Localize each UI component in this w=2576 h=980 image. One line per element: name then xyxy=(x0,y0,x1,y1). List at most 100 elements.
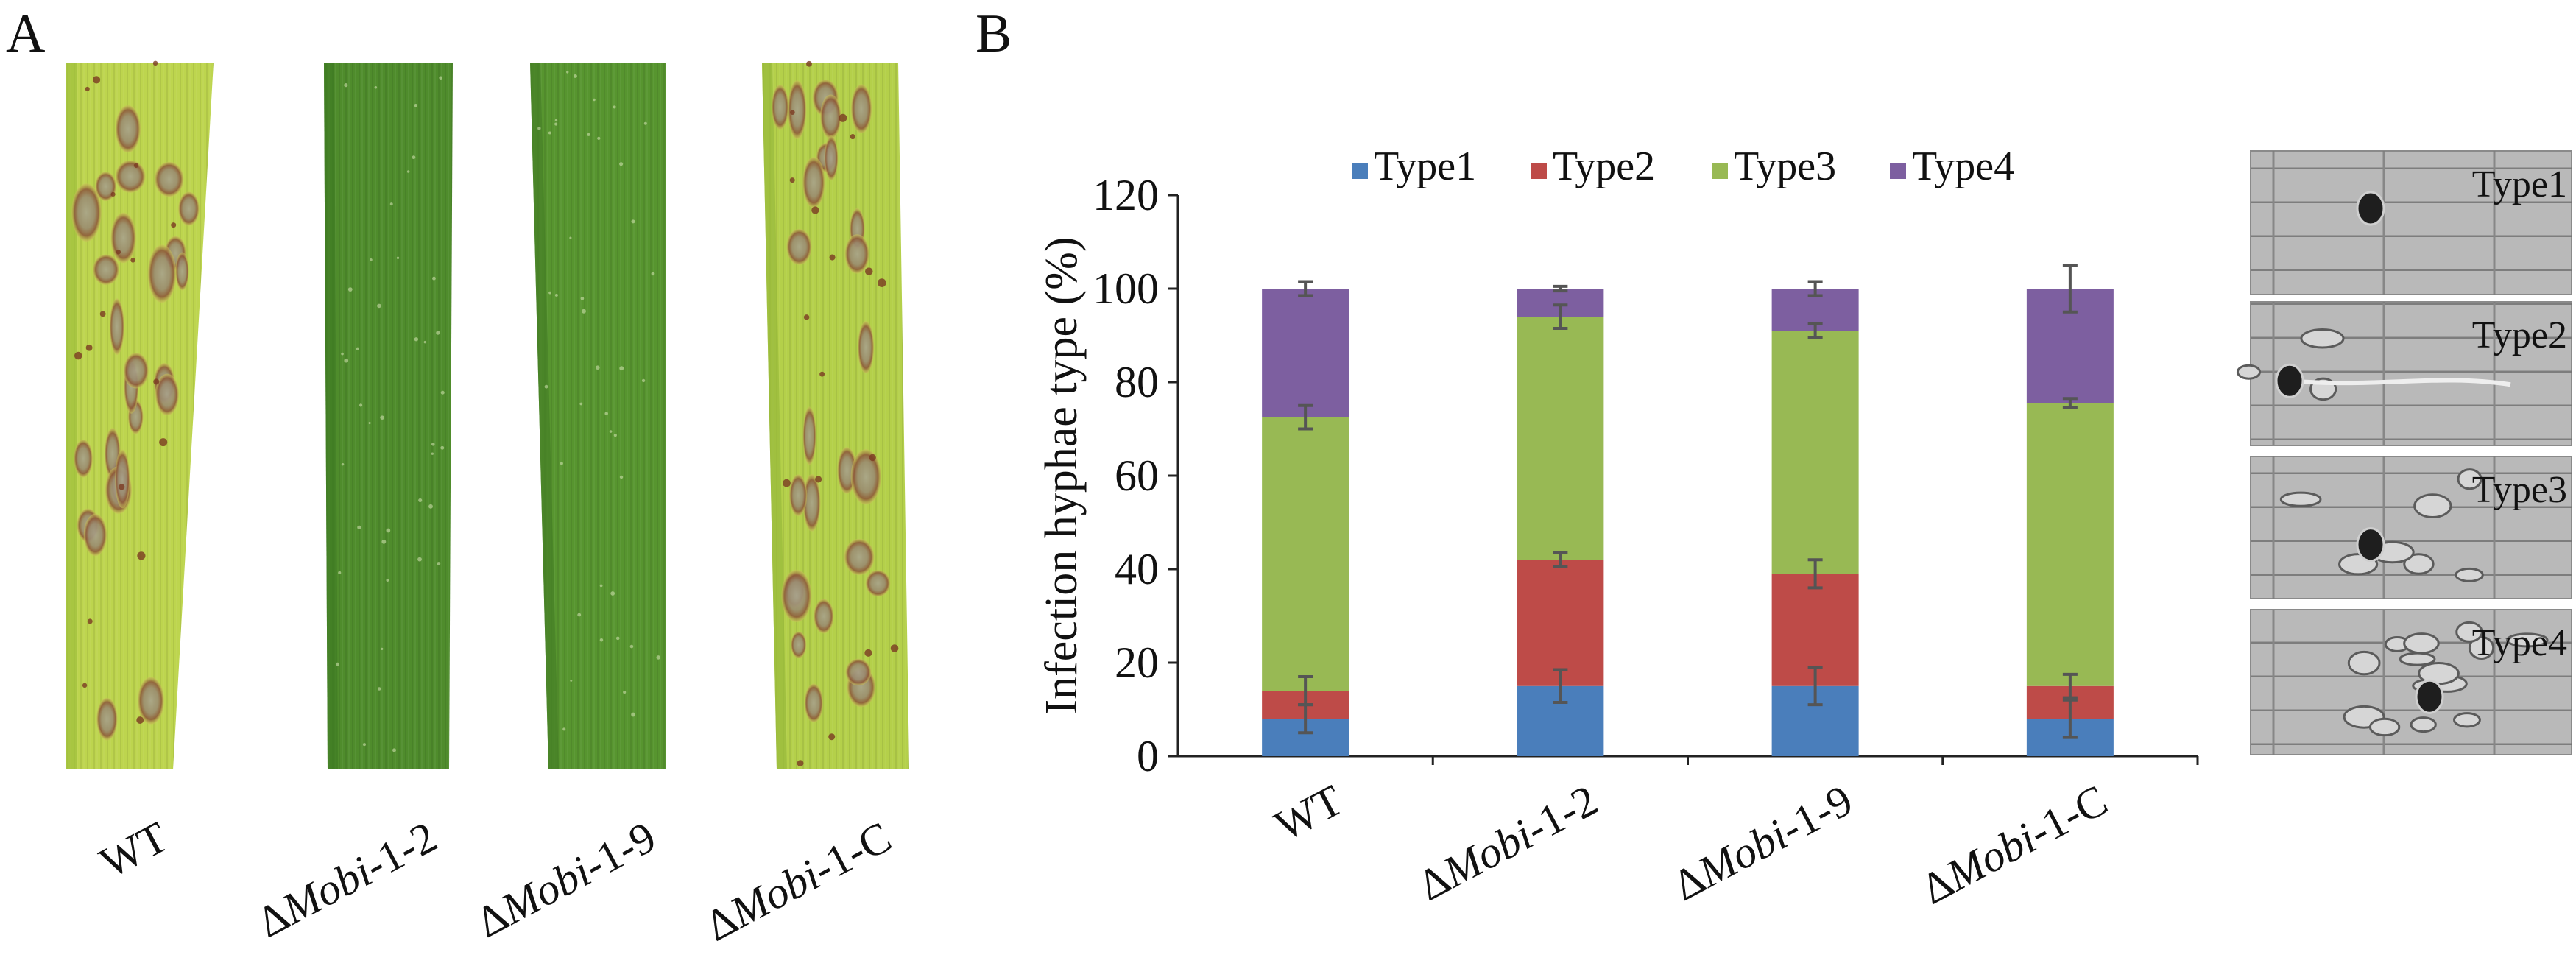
lesion-spot xyxy=(95,172,117,202)
error-bar xyxy=(1553,668,1568,704)
micrograph-1: Type1 xyxy=(2250,150,2572,295)
leaf-speck xyxy=(569,236,572,239)
lesion-dot xyxy=(87,618,93,624)
leaf-speck xyxy=(381,647,384,650)
leaf-speck xyxy=(370,258,373,261)
lesion-dot xyxy=(137,551,146,560)
leaf-speck xyxy=(386,579,389,582)
lesion-spot xyxy=(814,599,834,634)
lesion-dot xyxy=(828,733,836,741)
lesion-spot xyxy=(844,538,875,576)
appressorium xyxy=(2415,679,2444,714)
invasive-hypha xyxy=(2455,621,2483,643)
invasive-hypha xyxy=(2403,553,2435,575)
lesion-spot xyxy=(109,298,124,355)
legend-swatch-type3 xyxy=(1712,163,1728,179)
error-bar xyxy=(1298,280,1313,297)
leaf-edge xyxy=(66,63,77,769)
leaf-speck xyxy=(414,337,419,342)
bar-type2-2 xyxy=(1517,560,1604,686)
leaf-4 xyxy=(762,60,909,769)
leaf-speck xyxy=(599,584,603,588)
lesion-spot xyxy=(115,160,146,193)
lesion-spot xyxy=(155,373,180,416)
micrograph-column: Type1 Type2 Type3 Type4 xyxy=(2236,150,2572,755)
lesion-dot xyxy=(865,267,873,275)
lesion-dot xyxy=(839,113,847,122)
cell-walls xyxy=(2251,151,2572,295)
leaf-speck xyxy=(432,276,436,281)
lesion-dot xyxy=(869,454,876,462)
y-tick-label: 60 xyxy=(1115,451,1159,500)
y-tick-label: 100 xyxy=(1093,264,1159,313)
lesion-spot xyxy=(824,135,839,181)
lesion-dot xyxy=(864,649,872,657)
leaf-speck xyxy=(392,748,396,752)
leaf-speck xyxy=(582,309,586,314)
leaf-speck xyxy=(599,638,604,642)
leaf-speck xyxy=(609,430,613,433)
legend-swatch-type2 xyxy=(1531,163,1547,179)
invasive-hypha xyxy=(2452,712,2481,728)
lesion-spot xyxy=(93,254,119,286)
lesion-spot xyxy=(804,683,823,723)
lesion-dot xyxy=(890,644,899,652)
leaf-speck xyxy=(554,293,558,297)
micrograph-label-4: Type4 xyxy=(2472,622,2567,664)
lesion-dot xyxy=(92,76,101,84)
leaf-speck xyxy=(580,296,585,300)
leaf-speck xyxy=(631,712,635,717)
y-tick-label: 120 xyxy=(1093,171,1159,219)
lesion-spot xyxy=(791,631,807,659)
cell-walls xyxy=(2251,456,2572,599)
micrograph-4: Type4 xyxy=(2250,609,2572,755)
lesion-dot xyxy=(803,314,810,320)
x-tick-label-3: ΔMobi-1-9 xyxy=(1665,775,1860,910)
micrograph-label-3: Type3 xyxy=(2472,469,2567,511)
lesion-dot xyxy=(819,371,825,377)
lesion-spot xyxy=(83,513,107,557)
leaf-speck xyxy=(623,691,627,694)
y-tick-label: 0 xyxy=(1137,732,1159,780)
legend-label-type4: Type4 xyxy=(1912,144,2014,189)
error-bar xyxy=(1298,675,1313,707)
leaf-speck xyxy=(381,539,387,544)
leaf-3 xyxy=(530,63,666,769)
lesion-dot xyxy=(797,760,804,767)
leaf-speck xyxy=(423,340,427,344)
lesion-spot xyxy=(115,105,141,153)
error-bar xyxy=(1807,322,1823,339)
leaf-speck xyxy=(356,347,359,350)
legend-label-type2: Type2 xyxy=(1553,144,1655,189)
leaf-speck xyxy=(338,571,342,575)
leaf-speck xyxy=(414,103,417,107)
leaf-label-3: ΔMobi-1-9 xyxy=(468,812,663,947)
lesion-spot xyxy=(147,244,177,303)
leaf-speck xyxy=(359,403,363,407)
lesion-dot xyxy=(99,311,106,317)
lesion-dot xyxy=(119,484,125,490)
leaf-speck xyxy=(406,170,410,173)
error-bar xyxy=(1553,303,1568,330)
lesion-spot xyxy=(789,474,808,517)
leaf-label-1: WT xyxy=(92,812,175,887)
y-tick-label: 80 xyxy=(1115,358,1159,406)
leaf-speck xyxy=(440,390,445,395)
leaf-speck xyxy=(341,462,345,466)
error-bar xyxy=(1553,551,1568,568)
leaf-speck xyxy=(554,119,558,122)
y-axis-label: Infection hyphae type (%) xyxy=(1037,236,1087,714)
lesion-dot xyxy=(850,134,855,140)
leaf-edge xyxy=(762,63,787,769)
legend-label-type1: Type1 xyxy=(1374,144,1476,189)
lesion-spot xyxy=(74,439,93,478)
invasive-hypha xyxy=(2300,328,2345,349)
leaf-speck xyxy=(587,133,590,136)
leaf-speck xyxy=(577,613,582,617)
lesion-spot xyxy=(110,212,136,264)
leaf-speck xyxy=(344,358,349,363)
leaf-speck xyxy=(613,434,617,437)
lesion-dot xyxy=(806,60,812,67)
